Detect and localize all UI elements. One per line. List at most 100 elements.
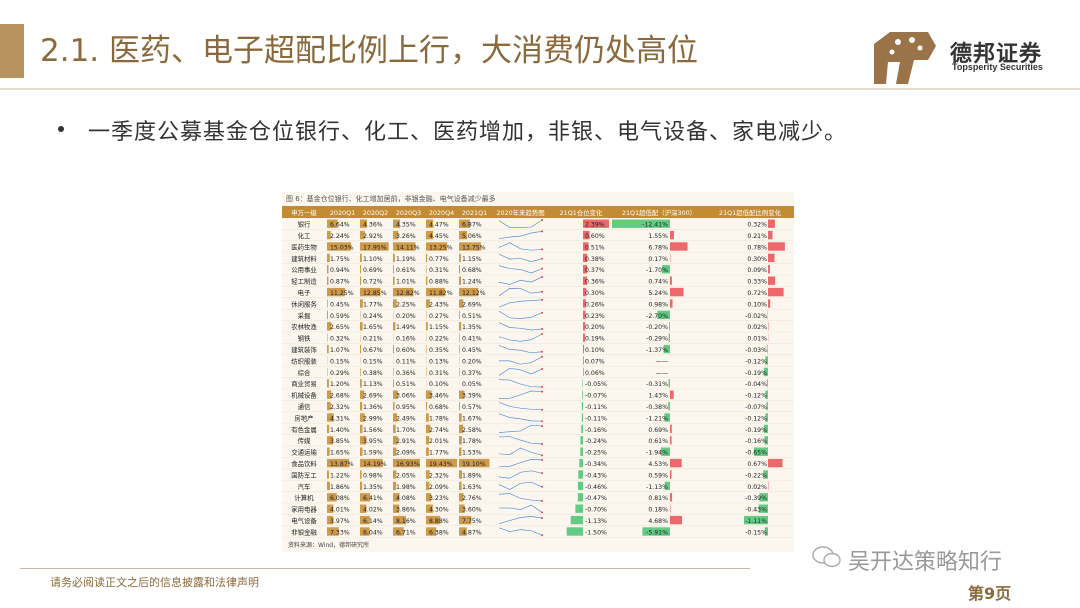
table-bar-weight — [426, 493, 432, 502]
table-sparkline — [498, 493, 543, 502]
table-cell-weight: 0.77% — [429, 256, 449, 263]
table-cell-overweight-change: -0.07% — [745, 404, 767, 411]
table-row-industry: 休闲服务 — [291, 299, 317, 308]
table-bar-overweight — [668, 401, 670, 411]
table-cell-weight: 1.89% — [462, 472, 482, 479]
table-cell-overweight-change: -0.03% — [745, 347, 767, 354]
table-bar-weight — [393, 447, 397, 456]
table-cell-weight: 1.86% — [330, 484, 350, 491]
table-bar-weight — [327, 515, 334, 525]
table-bar-weight — [426, 230, 434, 240]
table-cell-weight: 0.72% — [363, 279, 383, 286]
table-bar-weight — [327, 447, 330, 456]
table-bar-weight — [327, 344, 329, 354]
table-cell-overweight: 0.74% — [648, 279, 668, 286]
table-bar-position-change — [583, 219, 609, 228]
table-sparkline-end — [541, 333, 543, 335]
table-cell-weight: 11.82% — [429, 290, 453, 297]
table-cell-weight: 2.01% — [429, 438, 449, 445]
table-bar-overweight-change — [765, 413, 768, 422]
table-bar-overweight — [660, 447, 670, 456]
table-bar-overweight-change — [768, 265, 770, 274]
table-bar-overweight-change — [768, 242, 785, 251]
table-sparkline — [498, 459, 543, 468]
table-bar-weight — [327, 230, 331, 240]
table-cell-overweight: —— — [656, 358, 668, 365]
table-cell-position-change: 2.39% — [585, 222, 605, 229]
table-header-cell: 21Q1仓位变化 — [560, 208, 603, 217]
table-cell-weight: 5.06% — [462, 233, 482, 240]
table-bar-position-change — [570, 515, 583, 525]
table-bar-position-change — [577, 481, 583, 491]
table-bar-weight — [459, 219, 470, 228]
table-cell-weight: 1.19% — [396, 256, 416, 263]
table-bar-weight — [393, 344, 394, 354]
table-bar-weight — [459, 276, 461, 285]
table-bar-weight — [426, 527, 437, 536]
table-cell-weight: 2.09% — [396, 450, 416, 457]
table-bar-position-change — [583, 242, 589, 251]
table-cell-weight: 0.24% — [363, 313, 383, 320]
table-bar-overweight — [670, 299, 673, 308]
table-cell-overweight: -0.31% — [646, 381, 668, 388]
table-bar-weight — [393, 436, 398, 445]
table-cell-weight: 1.98% — [396, 484, 416, 491]
table-cell-weight: 4.45% — [429, 233, 449, 240]
table-bar-overweight — [670, 230, 674, 240]
wechat-account-name: 吴开达策略知行 — [848, 550, 1003, 575]
figure-caption: 图 6：基金仓位银行、化工增加居前，非银金融、电气设备减少最多 — [286, 195, 496, 203]
bullet-text: 一季度公募基金仓位银行、化工、医药增加，非银、电气设备、家电减少。 — [88, 120, 848, 145]
table-bar-position-change — [583, 230, 590, 240]
table-bar-overweight — [668, 333, 670, 342]
table-bar-weight — [393, 219, 400, 228]
table-cell-weight: 0.41% — [462, 336, 482, 343]
table-bar-position-change — [583, 299, 586, 308]
table-bar-weight — [459, 344, 460, 354]
table-bar-weight — [426, 344, 427, 354]
table-bar-weight — [360, 230, 365, 240]
table-bar-weight — [327, 310, 328, 320]
table-cell-weight: 1.67% — [462, 415, 482, 422]
table-bar-overweight — [670, 458, 682, 468]
table-sparkline-end — [541, 386, 543, 388]
table-cell-position-change: -0.46% — [585, 484, 607, 491]
table-sparkline-end — [541, 355, 543, 358]
table-cell-position-change: -1.13% — [585, 518, 607, 525]
table-bar-weight — [327, 493, 337, 502]
table-bar-weight — [393, 230, 399, 240]
table-bar-position-change — [583, 344, 585, 354]
table-cell-weight: 1.13% — [363, 381, 383, 388]
table-cell-overweight-change: -0.16% — [745, 438, 767, 445]
table-row-industry: 轻工制造 — [291, 277, 317, 286]
table-cell-overweight: 0.69% — [648, 427, 668, 434]
table-row-industry: 国防军工 — [291, 470, 317, 479]
table-bar-overweight-change — [768, 287, 784, 297]
table-row-industry: 建筑材料 — [291, 254, 317, 263]
table-cell-overweight: -5.91% — [646, 529, 668, 536]
table-bar-weight — [360, 481, 363, 491]
footer-divider — [20, 568, 750, 569]
table-cell-weight: 3.86% — [396, 507, 416, 514]
bullet-marker — [58, 126, 64, 132]
table-bar-weight — [459, 230, 468, 240]
table-cell-weight: 0.67% — [363, 347, 383, 354]
table-bar-weight — [393, 287, 414, 297]
table-sparkline — [498, 219, 543, 228]
table-cell-position-change: 0.37% — [585, 267, 605, 274]
table-bar-weight — [393, 242, 416, 251]
table-cell-position-change: -0.05% — [585, 381, 607, 388]
table-cell-weight: 13.25% — [429, 244, 453, 251]
table-cell-weight: 1.63% — [462, 484, 482, 491]
table-cell-weight: 6.08% — [330, 495, 350, 502]
table-bar-position-change — [578, 470, 583, 479]
table-cell-position-change: -0.43% — [585, 472, 607, 479]
table-cell-weight: 1.24% — [462, 279, 482, 286]
table-cell-overweight: -1.37% — [646, 347, 668, 354]
table-bar-weight — [426, 470, 430, 479]
table-cell-weight: 2.32% — [429, 472, 449, 479]
table-bar-weight — [360, 515, 370, 525]
table-sparkline — [498, 265, 543, 274]
table-bar-weight — [426, 481, 430, 491]
table-cell-overweight-change: 0.09% — [747, 267, 767, 274]
table-row-industry: 农林牧渔 — [291, 322, 317, 331]
